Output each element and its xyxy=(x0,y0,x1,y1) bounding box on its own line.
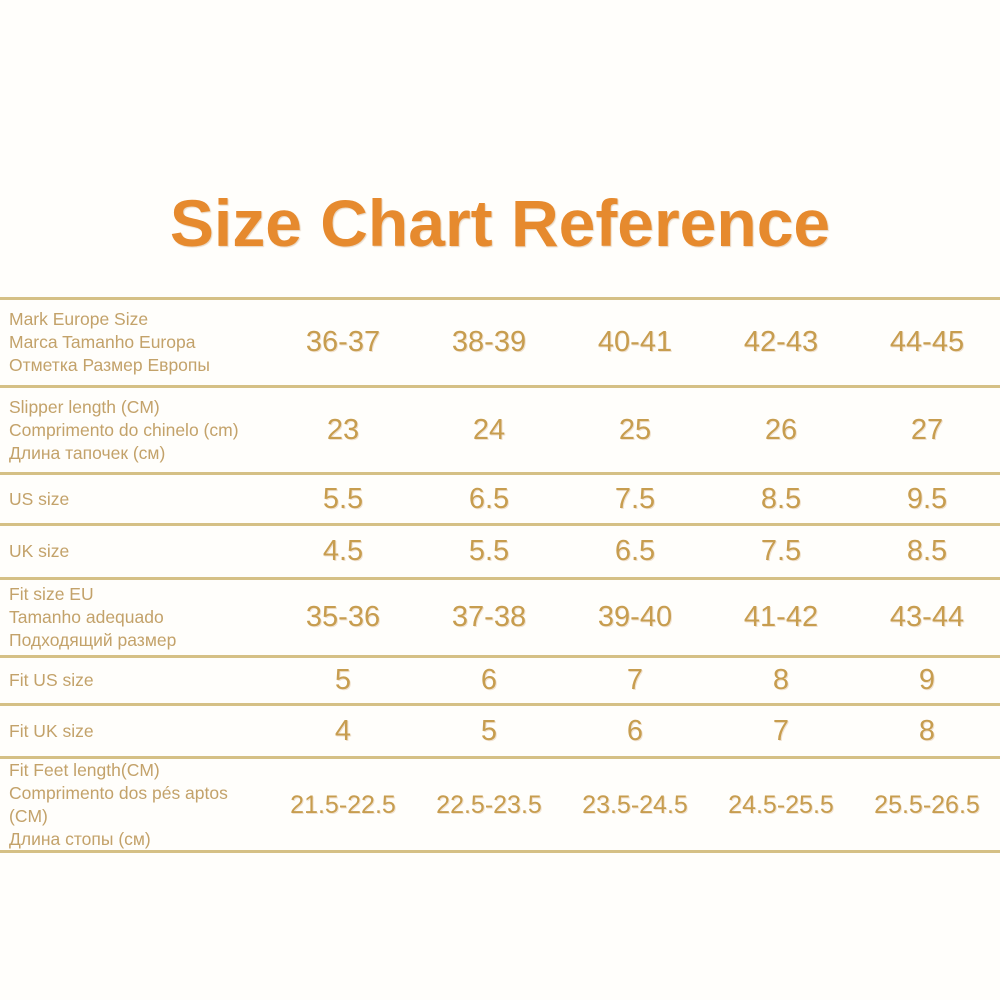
row-label-line: Tamanho adequado xyxy=(9,607,164,627)
row-label: Fit UK size xyxy=(0,720,270,743)
cell-value: 8 xyxy=(772,664,790,696)
row-label-line: Длина стопы (см) xyxy=(9,829,151,849)
cell-value: 6.5 xyxy=(468,482,510,515)
cell-value: 40-41 xyxy=(597,326,673,358)
row-label-line: Fit size EU xyxy=(9,584,94,604)
cell-value: 4.5 xyxy=(322,535,364,567)
cell-value: 21.5-22.5 xyxy=(290,790,396,819)
row-label: UK size xyxy=(0,540,270,563)
cell-value: 37-38 xyxy=(451,601,527,633)
cell-value: 36-37 xyxy=(305,326,381,358)
table-row: Fit Feet length(CM) Comprimento dos pés a… xyxy=(0,756,1000,853)
table-row: Fit US size 5 6 7 8 9 xyxy=(0,655,1000,703)
row-label-line: UK size xyxy=(9,541,70,561)
table-row: Slipper length (CM) Comprimento do chinel… xyxy=(0,385,1000,472)
cell-value: 24.5-25.5 xyxy=(728,790,834,819)
cell-value: 27 xyxy=(910,413,944,446)
cell-value: 7.5 xyxy=(614,482,656,515)
cell-value: 25.5-26.5 xyxy=(874,790,980,819)
cell-value: 7.5 xyxy=(760,535,802,567)
cell-value: 26 xyxy=(764,413,798,446)
row-label: US size xyxy=(0,488,270,511)
cell-value: 23 xyxy=(326,413,360,446)
cell-value: 9.5 xyxy=(906,482,948,515)
row-label-line: Отметка Размер Европы xyxy=(9,355,210,375)
row-label: Fit Feet length(CM) Comprimento dos pés a… xyxy=(0,759,270,851)
row-label: Fit US size xyxy=(0,669,270,692)
table-row: UK size 4.5 5.5 6.5 7.5 8.5 xyxy=(0,523,1000,577)
cell-value: 25 xyxy=(618,413,652,446)
cell-value: 5 xyxy=(334,664,352,696)
size-table: Mark Europe Size Marca Tamanho Europa Отме… xyxy=(0,297,1000,853)
cell-value: 44-45 xyxy=(889,326,965,358)
row-label: Mark Europe Size Marca Tamanho Europa Отме… xyxy=(0,308,270,377)
table-row: US size 5.5 6.5 7.5 8.5 9.5 xyxy=(0,472,1000,523)
cell-value: 5.5 xyxy=(468,535,510,567)
cell-value: 35-36 xyxy=(305,601,381,633)
cell-value: 23.5-24.5 xyxy=(582,790,688,819)
cell-value: 8.5 xyxy=(760,482,802,515)
row-label: Fit size EU Tamanho adequado Подходящий ра… xyxy=(0,583,270,652)
cell-value: 7 xyxy=(626,664,644,696)
row-label-line: US size xyxy=(9,488,70,509)
table-row: Mark Europe Size Marca Tamanho Europa Отме… xyxy=(0,297,1000,385)
cell-value: 6 xyxy=(626,714,644,747)
cell-value: 9 xyxy=(918,664,936,696)
row-label-line: Comprimento dos pés aptos (CM) xyxy=(9,783,228,826)
row-label-line: Mark Europe Size xyxy=(9,309,149,329)
cell-value: 8.5 xyxy=(906,535,948,567)
cell-value: 5.5 xyxy=(322,482,364,515)
row-label-line: Fit US size xyxy=(9,670,94,690)
cell-value: 8 xyxy=(918,714,936,747)
table-row: Fit UK size 4 5 6 7 8 xyxy=(0,703,1000,756)
cell-value: 22.5-23.5 xyxy=(436,790,542,819)
row-label-line: Comprimento do chinelo (cm) xyxy=(9,419,239,440)
cell-value: 6 xyxy=(480,664,498,696)
cell-value: 4 xyxy=(334,714,352,747)
cell-value: 38-39 xyxy=(451,326,527,358)
row-label-line: Длина тапочек (см) xyxy=(9,442,166,463)
cell-value: 7 xyxy=(772,714,790,747)
row-label-line: Fit UK size xyxy=(9,720,94,741)
cell-value: 39-40 xyxy=(597,601,673,633)
row-label-line: Marca Tamanho Europa xyxy=(9,332,196,352)
row-label-line: Slipper length (CM) xyxy=(9,396,160,417)
row-label: Slipper length (CM) Comprimento do chinel… xyxy=(0,396,270,465)
cell-value: 41-42 xyxy=(743,601,819,633)
cell-value: 42-43 xyxy=(743,326,819,358)
table-row: Fit size EU Tamanho adequado Подходящий ра… xyxy=(0,577,1000,655)
cell-value: 24 xyxy=(472,413,506,446)
cell-value: 6.5 xyxy=(614,535,656,567)
cell-value: 5 xyxy=(480,714,498,747)
row-label-line: Подходящий размер xyxy=(9,630,177,650)
page-title: Size Chart Reference xyxy=(169,186,831,260)
cell-value: 43-44 xyxy=(889,601,965,633)
row-label-line: Fit Feet length(CM) xyxy=(9,760,160,780)
